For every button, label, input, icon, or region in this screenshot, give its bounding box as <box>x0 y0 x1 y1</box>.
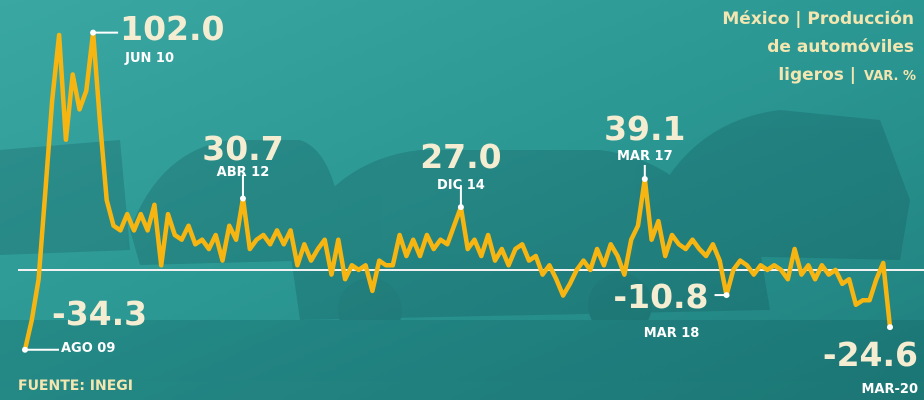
annotation-point <box>723 292 730 299</box>
series-line <box>22 30 893 352</box>
annotation-point <box>457 204 464 211</box>
date-label: MAR-20 <box>862 382 919 397</box>
title-line: ligeros | <box>778 65 856 85</box>
date-label: DIC 14 <box>437 178 485 193</box>
title-line: de automóviles <box>767 37 914 57</box>
value-label: 27.0 <box>420 137 501 176</box>
annotation-point <box>887 324 893 331</box>
date-label: AGO 09 <box>61 341 115 356</box>
date-label: ABR 12 <box>217 165 270 180</box>
annotation-point <box>239 195 246 202</box>
title-line: México | Producción <box>722 9 914 29</box>
source: FUENTE: INEGI <box>18 378 133 394</box>
value-label: -24.6 <box>823 335 918 374</box>
date-label: JUN 10 <box>124 51 174 66</box>
background-photo <box>0 110 924 400</box>
value-label: -10.8 <box>613 277 708 316</box>
value-label: 39.1 <box>604 109 685 148</box>
annotation-point <box>641 175 648 182</box>
date-label: MAR 17 <box>617 149 673 164</box>
annotation-point <box>90 29 97 36</box>
value-label: 102.0 <box>120 9 224 48</box>
value-label: 30.7 <box>202 129 283 168</box>
value-label: -34.3 <box>52 294 147 333</box>
annotation-point <box>22 346 28 353</box>
date-label: MAR 18 <box>644 326 700 341</box>
unit: VAR. % <box>864 69 916 84</box>
